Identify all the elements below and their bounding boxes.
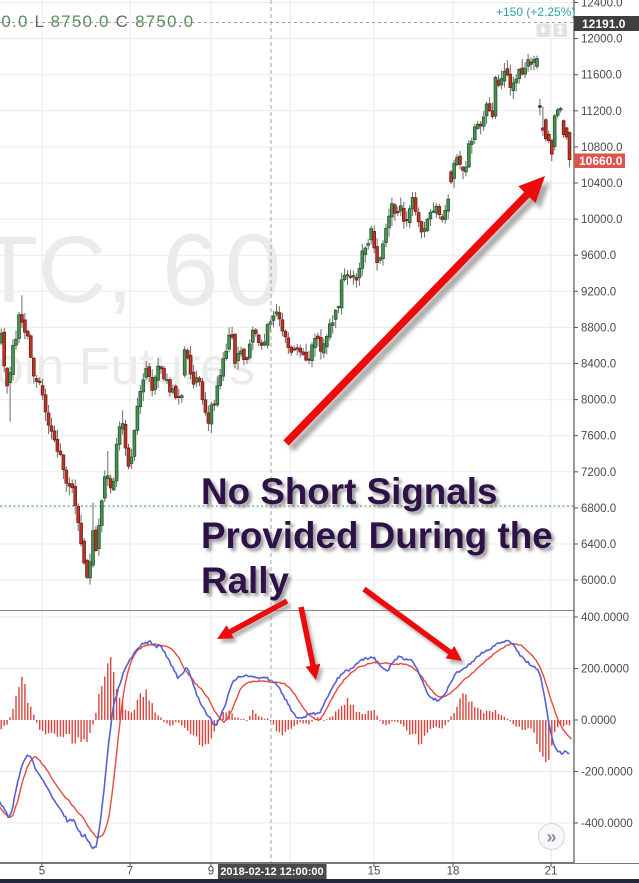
svg-text:+150 (+2.25%): +150 (+2.25%) xyxy=(496,5,575,19)
svg-text:2018-02-12 12:00:00: 2018-02-12 12:00:00 xyxy=(220,866,323,878)
svg-text:11200.0: 11200.0 xyxy=(581,106,622,118)
svg-text:12000.0: 12000.0 xyxy=(581,34,623,46)
svg-text:8000.0: 8000.0 xyxy=(581,395,616,407)
svg-text:12400.0: 12400.0 xyxy=(581,0,623,10)
svg-text:6800.0: 6800.0 xyxy=(581,503,616,515)
svg-text:H 8750.0 L 8750.0 C 8750.0: H 8750.0 L 8750.0 C 8750.0 xyxy=(0,12,194,31)
svg-text:7: 7 xyxy=(127,866,133,878)
svg-text:11600.0: 11600.0 xyxy=(581,70,622,82)
svg-text:9: 9 xyxy=(208,866,214,878)
svg-text:9200.0: 9200.0 xyxy=(581,286,616,298)
svg-text:7600.0: 7600.0 xyxy=(581,431,616,443)
svg-text:7200.0: 7200.0 xyxy=(581,467,616,479)
svg-text:10800.0: 10800.0 xyxy=(581,142,623,154)
svg-text:-200.0000: -200.0000 xyxy=(581,767,633,779)
svg-text:10000.0: 10000.0 xyxy=(581,214,623,226)
svg-text:12191.0: 12191.0 xyxy=(582,17,626,31)
svg-text:8400.0: 8400.0 xyxy=(581,359,616,371)
svg-text:200.0000: 200.0000 xyxy=(581,664,629,676)
svg-text:18: 18 xyxy=(447,866,460,878)
svg-text:10400.0: 10400.0 xyxy=(581,178,623,190)
svg-text:8800.0: 8800.0 xyxy=(581,322,616,334)
svg-text:-400.0000: -400.0000 xyxy=(581,818,633,830)
svg-text:21: 21 xyxy=(545,866,558,878)
svg-text:400.0000: 400.0000 xyxy=(581,612,629,624)
svg-text:»: » xyxy=(546,827,556,847)
svg-text:15: 15 xyxy=(368,866,381,878)
svg-text:9600.0: 9600.0 xyxy=(581,250,616,262)
svg-text:0.0000: 0.0000 xyxy=(581,715,616,727)
svg-text:6000.0: 6000.0 xyxy=(581,575,616,587)
svg-text:6400.0: 6400.0 xyxy=(581,539,616,551)
svg-text:5: 5 xyxy=(39,866,45,878)
svg-text:10660.0: 10660.0 xyxy=(579,154,623,168)
